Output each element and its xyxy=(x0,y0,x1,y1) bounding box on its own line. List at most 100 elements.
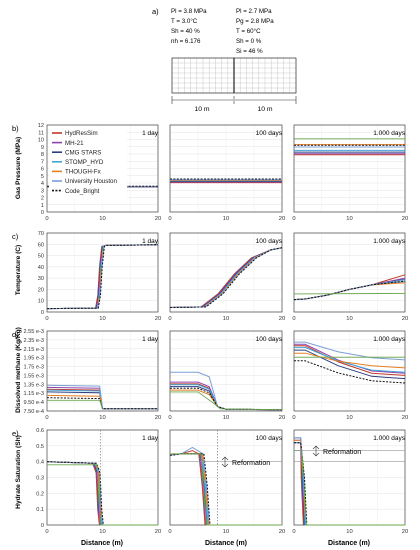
plot-panel: 0 10 20 xyxy=(292,124,408,222)
xlabel: Distance (m) xyxy=(328,540,370,547)
x-tick-label: 0 xyxy=(45,316,48,322)
plot-panel: 0 0.1 0.2 0.3 0.4 0.5 0.6 0 10 20 xyxy=(36,428,161,535)
y-tick-label: 2.35 e-3 xyxy=(23,338,44,344)
ylabel-dissolved-methane: Dissolved methane (Kg/Kg) xyxy=(15,327,22,413)
plot-panel: 0 10 20 xyxy=(168,330,285,421)
series-line xyxy=(294,345,406,376)
plot-panel: 7.50 e-4 9.50 e-4 1.15 e-3 1.35 e-3 1.55 e-3… xyxy=(23,329,161,421)
right-param: Si = 46 % xyxy=(236,48,263,55)
x-tick-label: 10 xyxy=(99,529,105,535)
y-tick-label: 0.2 xyxy=(36,491,44,497)
series-line xyxy=(170,387,283,411)
legend: HydResSim MH-21 CMG STARS STOMP_HYD THOUGH-F… xyxy=(49,127,127,202)
plot-frame xyxy=(46,124,159,213)
ylabel-gas-pressure: Gas Pressure (MPa) xyxy=(15,137,22,199)
plot-panel: 0 10 20 xyxy=(292,429,408,535)
left-param: nh = 6.176 xyxy=(171,38,201,45)
x-tick-label: 10 xyxy=(99,415,105,421)
legend-background xyxy=(49,127,127,202)
series-line xyxy=(46,244,159,310)
ylabel-temperature: Temperature (C) xyxy=(15,245,22,295)
series-line xyxy=(294,341,406,361)
x-tick-label: 0 xyxy=(292,216,295,222)
legend-label: HydResSim xyxy=(65,130,98,137)
series-line xyxy=(294,442,405,526)
y-tick-label: 1.75 e-3 xyxy=(23,365,44,371)
right-param: Pl = 2.7 MPa xyxy=(236,8,272,15)
plot-frame xyxy=(46,232,159,313)
xlabel: Distance (m) xyxy=(81,540,123,547)
x-tick-label: 0 xyxy=(292,316,295,322)
series-line xyxy=(47,464,158,526)
y-tick-label: 2 xyxy=(41,196,44,202)
left-params: Pl = 3.8 MPa T = 3.0°C Sh = 40 % nh = 6.… xyxy=(171,8,207,45)
right-params: Pl = 2.7 MPa Pg = 2.8 MPa T = 60°C Sh = … xyxy=(236,8,274,55)
plot-frame xyxy=(293,232,406,313)
x-tick-label: 0 xyxy=(45,216,48,222)
y-tick-label: 9 xyxy=(41,145,44,151)
legend-label: University Houston xyxy=(65,178,117,185)
time-label: 100 days xyxy=(256,130,283,137)
y-tick-label: 20 xyxy=(38,287,44,293)
x-tick-label: 20 xyxy=(155,415,161,421)
plot-panel: 0 10 20 xyxy=(292,330,408,421)
y-tick-label: 1.15 e-3 xyxy=(23,391,44,397)
panel-label-b: b) xyxy=(12,124,19,133)
x-tick-label: 20 xyxy=(402,216,408,222)
left-param: T = 3.0°C xyxy=(171,18,198,25)
y-tick-label: 40 xyxy=(38,265,44,271)
y-tick-label: 1.55 e-3 xyxy=(23,373,44,379)
plot-panel: 0 10 20 xyxy=(168,124,285,222)
left-param: Pl = 3.8 MPa xyxy=(171,8,207,15)
x-tick-label: 0 xyxy=(168,216,171,222)
legend-label: MH-21 xyxy=(65,140,84,147)
y-tick-label: 0.5 xyxy=(36,444,44,450)
series-line xyxy=(170,391,283,411)
plot-panel: 0 10 20 xyxy=(168,232,285,322)
y-tick-label: 2.15 e-3 xyxy=(23,347,44,353)
y-tick-label: 11 xyxy=(38,130,44,136)
y-tick-label: 0.6 xyxy=(36,428,44,434)
plot-frame xyxy=(169,232,283,313)
time-label: 1 day xyxy=(142,238,159,245)
y-tick-label: 1 xyxy=(41,203,44,209)
y-tick-label: 9.50 e-4 xyxy=(23,400,44,406)
x-tick-label: 10 xyxy=(346,216,352,222)
time-label: 1.000 days xyxy=(373,238,406,245)
x-tick-label: 20 xyxy=(279,415,285,421)
plot-frame xyxy=(46,330,159,412)
series-line xyxy=(293,292,406,295)
series-line xyxy=(46,384,158,410)
plot-frame xyxy=(169,124,283,213)
time-labels: 1 day 100 days 1.000 days 1 day 100 days… xyxy=(142,130,406,442)
x-tick-label: 0 xyxy=(168,415,171,421)
x-tick-label: 10 xyxy=(346,316,352,322)
y-tick-label: 3 xyxy=(41,188,44,194)
x-tick-label: 0 xyxy=(292,529,295,535)
time-label: 1.000 days xyxy=(373,130,406,137)
x-tick-label: 10 xyxy=(99,316,105,322)
time-label: 1 day xyxy=(142,130,159,137)
schematic-grid xyxy=(171,57,297,94)
right-param: Pg = 2.8 MPa xyxy=(236,18,274,25)
right-width-label: 10 m xyxy=(257,106,272,113)
time-label: 1.000 days xyxy=(373,435,406,442)
plot-frame xyxy=(293,124,406,213)
x-tick-label: 0 xyxy=(168,316,171,322)
y-tick-label: 10 xyxy=(38,138,44,144)
schematic-dimension xyxy=(171,96,297,104)
series-line xyxy=(294,343,406,374)
time-label: 1.000 days xyxy=(373,336,406,343)
legend-label: STOMP_HYD xyxy=(65,159,104,166)
legend-label: Code_Bright xyxy=(65,188,100,195)
series-line xyxy=(47,399,103,409)
x-tick-label: 10 xyxy=(223,415,229,421)
y-tick-label: 0.1 xyxy=(36,507,44,513)
reformation-label: Reformation xyxy=(323,449,361,456)
y-tick-label: 50 xyxy=(38,254,44,260)
y-tick-label: 0.4 xyxy=(36,460,44,466)
x-tick-label: 20 xyxy=(279,216,285,222)
reformation-annotations xyxy=(221,445,320,468)
time-label: 1 day xyxy=(142,435,159,442)
x-tick-label: 20 xyxy=(155,529,161,535)
